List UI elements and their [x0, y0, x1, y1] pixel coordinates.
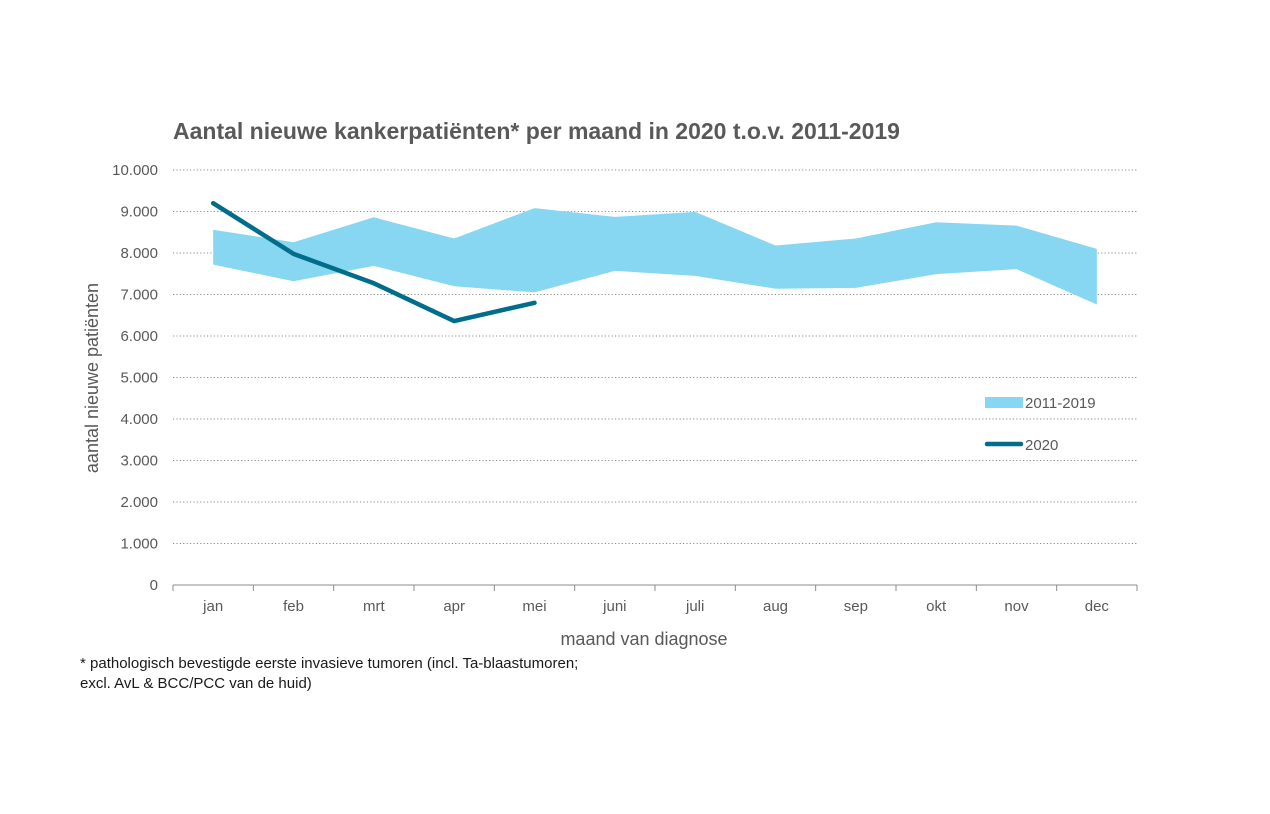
x-tick-label: apr: [443, 598, 465, 615]
x-tick-label: aug: [763, 598, 788, 615]
y-tick-label: 0: [150, 577, 158, 594]
chart-title: Aantal nieuwe kankerpatiënten* per maand…: [173, 118, 900, 144]
y-tick-label: 2.000: [120, 494, 158, 511]
x-tick-label: mrt: [363, 598, 385, 615]
y-tick-label: 7.000: [120, 287, 158, 304]
x-tick-label: okt: [926, 598, 947, 615]
x-tick-label: juni: [602, 598, 626, 615]
legend-label-2020: 2020: [1025, 437, 1058, 454]
legend-swatch-2011-2019: [985, 397, 1023, 408]
series-line-2020: [210, 200, 537, 324]
y-tick-label: 6.000: [120, 328, 158, 345]
x-tick-label: juli: [685, 598, 704, 615]
y-tick-label: 5.000: [120, 370, 158, 387]
line-layer: [210, 200, 537, 324]
x-tick-label: mei: [522, 598, 546, 615]
x-tick-label: nov: [1004, 598, 1029, 615]
y-tick-label: 1.000: [120, 536, 158, 553]
footnote-line-1: * pathologisch bevestigde eerste invasie…: [80, 655, 579, 672]
band-layer: [213, 208, 1097, 305]
y-tick-label: 8.000: [120, 245, 158, 262]
x-tick-label: feb: [283, 598, 304, 615]
axes: [172, 584, 1138, 591]
y-tick-label: 3.000: [120, 453, 158, 470]
x-tick-label: dec: [1085, 598, 1110, 615]
legend: 2011-2019 2020: [984, 395, 1096, 454]
footnote: * pathologisch bevestigde eerste invasie…: [80, 654, 578, 694]
x-tick-label: jan: [202, 598, 223, 615]
y-axis-title: aantal nieuwe patiënten: [82, 283, 102, 473]
x-axis-title: maand van diagnose: [560, 629, 727, 649]
footnote-line-2: excl. AvL & BCC/PCC van de huid): [80, 675, 312, 692]
y-tick-label: 10.000: [112, 162, 158, 179]
y-tick-label: 4.000: [120, 411, 158, 428]
labels: Aantal nieuwe kankerpatiënten* per maand…: [82, 118, 1109, 649]
y-tick-label: 9.000: [120, 204, 158, 221]
x-tick-label: sep: [844, 598, 868, 615]
band-2011-2019: [213, 208, 1097, 305]
legend-label-2011-2019: 2011-2019: [1025, 395, 1096, 412]
